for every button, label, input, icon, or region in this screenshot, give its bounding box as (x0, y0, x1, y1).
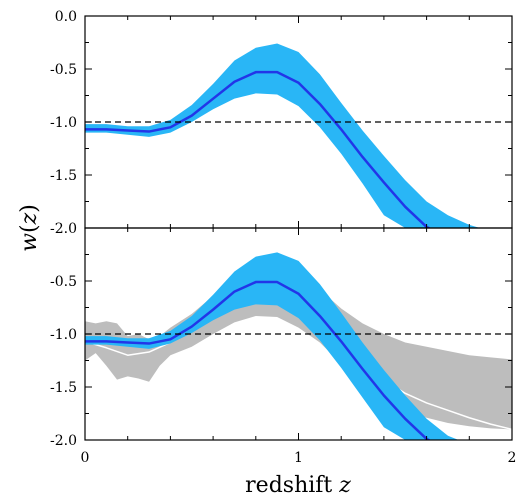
bottom-xtick-label: 2 (508, 450, 517, 466)
x-axis-title: redshift z (245, 473, 351, 498)
panel-bottom: -0.5 -1.0 -1.5 -2.00 1 2 (50, 227, 517, 466)
bottom-ytick-label: -2.0 (50, 433, 77, 449)
y-axis-title-paren-close: ) (17, 204, 42, 213)
y-axis-title-symbol: w (17, 233, 42, 252)
y-axis-title: w(z) (17, 204, 42, 252)
plot-area (85, 252, 512, 440)
top-ytick-label: -1.0 (50, 115, 77, 131)
bottom-line-3 (85, 280, 430, 440)
axis-labels: w(z)redshift z (17, 204, 351, 498)
top-ytick-label: 0.0 (55, 9, 77, 25)
x-axis-title-variable: z (338, 473, 351, 498)
x-axis-title-word: redshift (245, 473, 339, 498)
top-ytick-label: -0.5 (50, 62, 77, 78)
bottom-band-0 (85, 262, 512, 430)
bottom-ytick-label: -0.5 (50, 274, 77, 290)
y-axis-title-variable: z (17, 212, 42, 225)
plot-area (85, 43, 512, 228)
top-ytick-label: -2.0 (50, 221, 77, 237)
bottom-ytick-label: -1.0 (50, 327, 77, 343)
bottom-xtick-label: 0 (81, 450, 90, 466)
y-axis-title-paren-open: ( (17, 224, 42, 233)
panel-top: 0.0 -0.5 -1.0 -1.5 -2.0 (50, 9, 513, 237)
top-band-0 (85, 43, 480, 228)
bottom-ytick-label: -1.5 (50, 380, 77, 396)
top-line-1 (85, 70, 430, 228)
bottom-band-2 (85, 252, 459, 440)
bottom-xtick-label: 1 (294, 450, 303, 466)
top-ytick-label: -1.5 (50, 168, 77, 184)
